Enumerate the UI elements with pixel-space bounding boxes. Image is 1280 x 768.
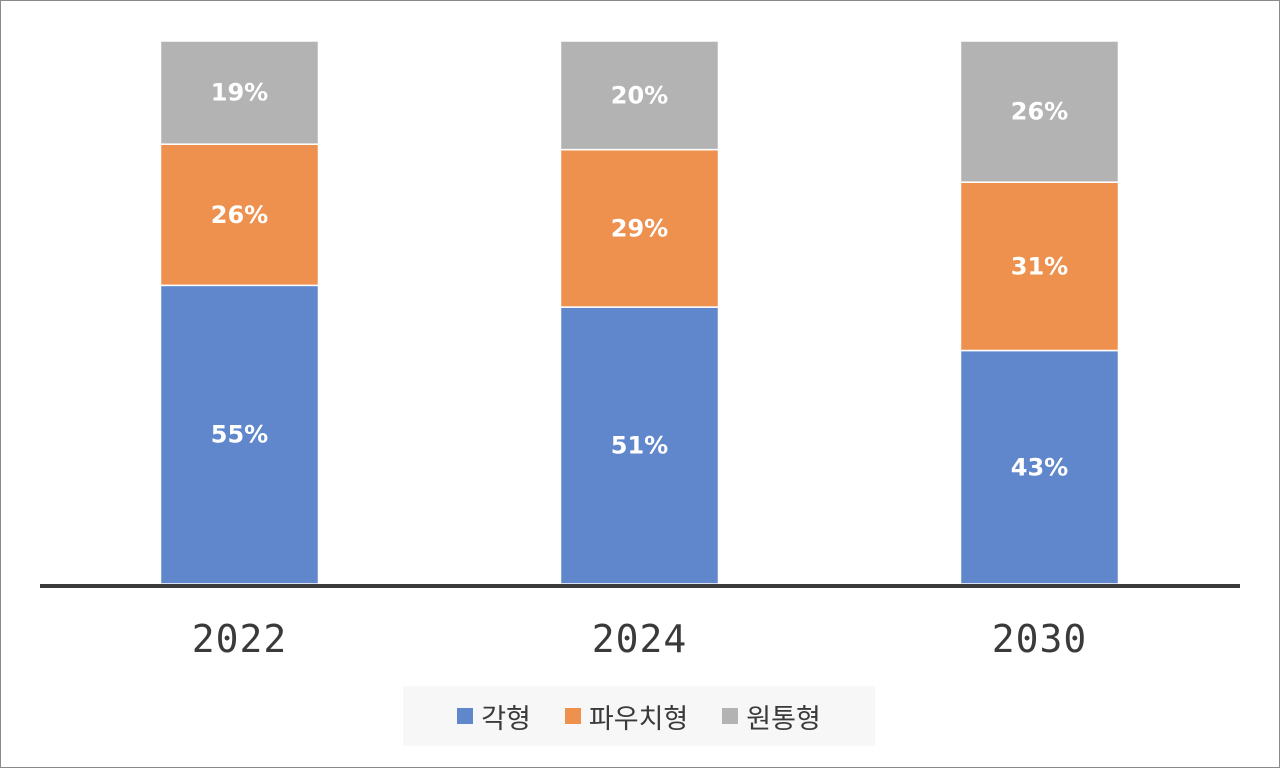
legend-label-2: 원통형	[746, 703, 821, 735]
legend-item-0: 각형	[457, 697, 531, 736]
bar-segment-2030-0	[959, 349, 1120, 585]
segment-labels-group: 55% 26% 19% 51% 29% 20% 43% 31% 26%	[211, 79, 1068, 482]
x-tick-label-2024: 2024	[592, 617, 688, 661]
data-label-2024-1: 29%	[611, 214, 668, 242]
data-label-2024-2: 20%	[611, 81, 668, 109]
legend-swatch-2	[722, 708, 739, 724]
legend-item-1: 파우치형	[564, 697, 689, 736]
bar-segment-2024-1	[559, 148, 720, 308]
bar-segment-2022-1	[159, 143, 320, 287]
legend-label-0: 각형	[481, 703, 531, 735]
legend: 각형 파우치형 원통형	[403, 686, 875, 746]
data-label-2030-2: 26%	[1011, 98, 1068, 126]
bar-segment-2030-1	[959, 181, 1120, 352]
legend-label-1: 파우치형	[588, 703, 689, 735]
data-label-2022-2: 19%	[211, 79, 268, 107]
legend-swatch-0	[457, 708, 474, 724]
data-label-2024-0: 51%	[611, 432, 668, 460]
legend-swatch-1	[564, 708, 581, 724]
data-label-2030-1: 31%	[1011, 252, 1068, 280]
bar-segment-2022-2	[159, 40, 320, 145]
x-tick-label-2030: 2030	[992, 617, 1088, 661]
bar-segment-2030-2	[959, 40, 1120, 183]
bar-segment-2024-2	[559, 40, 720, 151]
x-tick-label-2022: 2022	[192, 617, 288, 661]
bars-group	[159, 40, 1120, 585]
data-label-2022-1: 26%	[211, 201, 268, 229]
data-label-2030-0: 43%	[1011, 453, 1068, 481]
legend-item-2: 원통형	[722, 697, 821, 736]
bar-segment-2024-0	[559, 306, 720, 585]
data-label-2022-0: 55%	[211, 421, 268, 449]
x-tick-labels-group: 2022 2024 2030	[192, 617, 1088, 661]
